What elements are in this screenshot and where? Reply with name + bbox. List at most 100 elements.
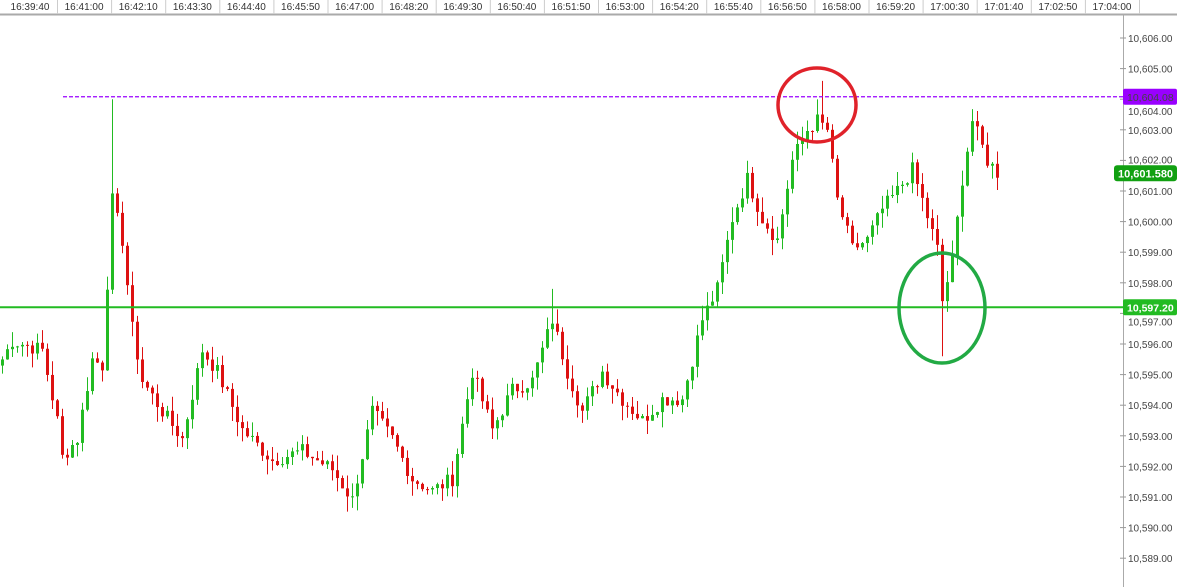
candle-body: [666, 397, 669, 406]
candle-body: [776, 238, 779, 241]
candle-body: [266, 455, 269, 460]
candle-body: [751, 172, 754, 199]
candle-body: [966, 151, 969, 186]
candle-body: [406, 457, 409, 476]
candle-body: [141, 359, 144, 382]
candle-body: [126, 245, 129, 286]
candle-body: [456, 454, 459, 487]
time-tick-label: 16:50:40: [497, 2, 536, 13]
price-tick-label: 10,594.00: [1128, 401, 1173, 412]
candle-body: [861, 243, 864, 248]
candle-body: [251, 435, 254, 437]
candle-body: [166, 410, 169, 417]
candle-body: [566, 359, 569, 379]
candle-body: [681, 399, 684, 406]
price-line-label: 10,597.20: [1127, 302, 1174, 314]
candle-body: [531, 377, 534, 389]
candle-body: [511, 383, 514, 396]
candle-body: [181, 436, 184, 439]
candle-body: [156, 393, 159, 408]
candle-body: [301, 444, 304, 451]
horizontal-lines[interactable]: [0, 96, 1123, 309]
candle-body: [151, 387, 154, 394]
candle-body: [331, 461, 334, 471]
candle-body: [6, 349, 9, 360]
candle-body: [336, 470, 339, 479]
candle-body: [211, 359, 214, 371]
candle-body: [956, 216, 959, 256]
time-tick-label: 16:44:40: [227, 2, 266, 13]
candle-body: [56, 400, 59, 417]
candle-body: [81, 409, 84, 443]
candle-body: [841, 197, 844, 218]
candle-body: [256, 435, 259, 443]
candle-body: [61, 416, 64, 455]
candle-body: [131, 285, 134, 322]
candle-body: [651, 414, 654, 421]
candle-body: [341, 478, 344, 489]
candle-body: [671, 400, 674, 406]
candle-body: [686, 380, 689, 400]
annotations: [776, 66, 987, 365]
price-tick-label: 10,596.00: [1128, 340, 1173, 351]
time-tick-label: 16:48:20: [389, 2, 428, 13]
candle-body: [176, 425, 179, 437]
time-tick-label: 17:02:50: [1038, 2, 1077, 13]
candle-body: [91, 358, 94, 392]
green-highlight-circle: [897, 251, 987, 365]
candle-body: [291, 451, 294, 458]
candle-body: [906, 183, 909, 185]
candle-body: [601, 371, 604, 387]
candle-body: [71, 445, 74, 458]
candle-body: [986, 144, 989, 166]
candle-body: [371, 405, 374, 430]
candle-body: [976, 121, 979, 127]
candle-body: [496, 420, 499, 429]
candle-body: [836, 158, 839, 198]
price-tick-label: 10,589.00: [1128, 554, 1173, 565]
candle-body: [891, 195, 894, 197]
price-axis[interactable]: 10,606.00 10,605.00 10,604.00 10,603.00 10,6…: [1114, 15, 1177, 587]
candle-body: [111, 193, 114, 290]
candle-body: [506, 395, 509, 416]
candle-body: [396, 435, 399, 447]
candle-body: [866, 236, 869, 244]
candle-body: [946, 282, 949, 302]
candle-body: [721, 262, 724, 283]
candle-body: [136, 321, 139, 360]
candle-body: [756, 198, 759, 212]
candle-body: [226, 387, 229, 389]
candle-body: [616, 388, 619, 393]
time-tick-label: 16:42:10: [119, 2, 158, 13]
candle-body: [146, 381, 149, 388]
candle-body: [281, 464, 284, 466]
candle-body: [661, 397, 664, 413]
candle-body: [446, 474, 449, 489]
candle-body: [481, 378, 484, 402]
price-tick-label: 10,599.00: [1128, 248, 1173, 259]
candle-body: [611, 385, 614, 389]
candle-body: [201, 352, 204, 369]
candle-body: [101, 362, 104, 371]
candle-body: [596, 386, 599, 388]
candle-body: [851, 225, 854, 244]
candle-body: [246, 428, 249, 437]
candle-body: [896, 185, 899, 196]
candle-body: [86, 391, 89, 410]
candle-body: [546, 329, 549, 348]
time-tick-label: 17:04:00: [1093, 2, 1132, 13]
candle-body: [311, 456, 314, 459]
candle-body: [271, 459, 274, 462]
candle-body: [196, 368, 199, 400]
red-highlight-circle: [776, 66, 858, 144]
time-tick-label: 16:55:40: [714, 2, 753, 13]
candle-body: [886, 195, 889, 209]
price-line-label-bg: [1123, 88, 1177, 105]
candle-body: [411, 475, 414, 482]
candle-body: [321, 460, 324, 465]
price-tick-label: 10,591.00: [1128, 493, 1173, 504]
last-price-label: 10,601.580: [1118, 168, 1173, 180]
candle-body: [586, 396, 589, 411]
candle-body: [66, 454, 69, 458]
